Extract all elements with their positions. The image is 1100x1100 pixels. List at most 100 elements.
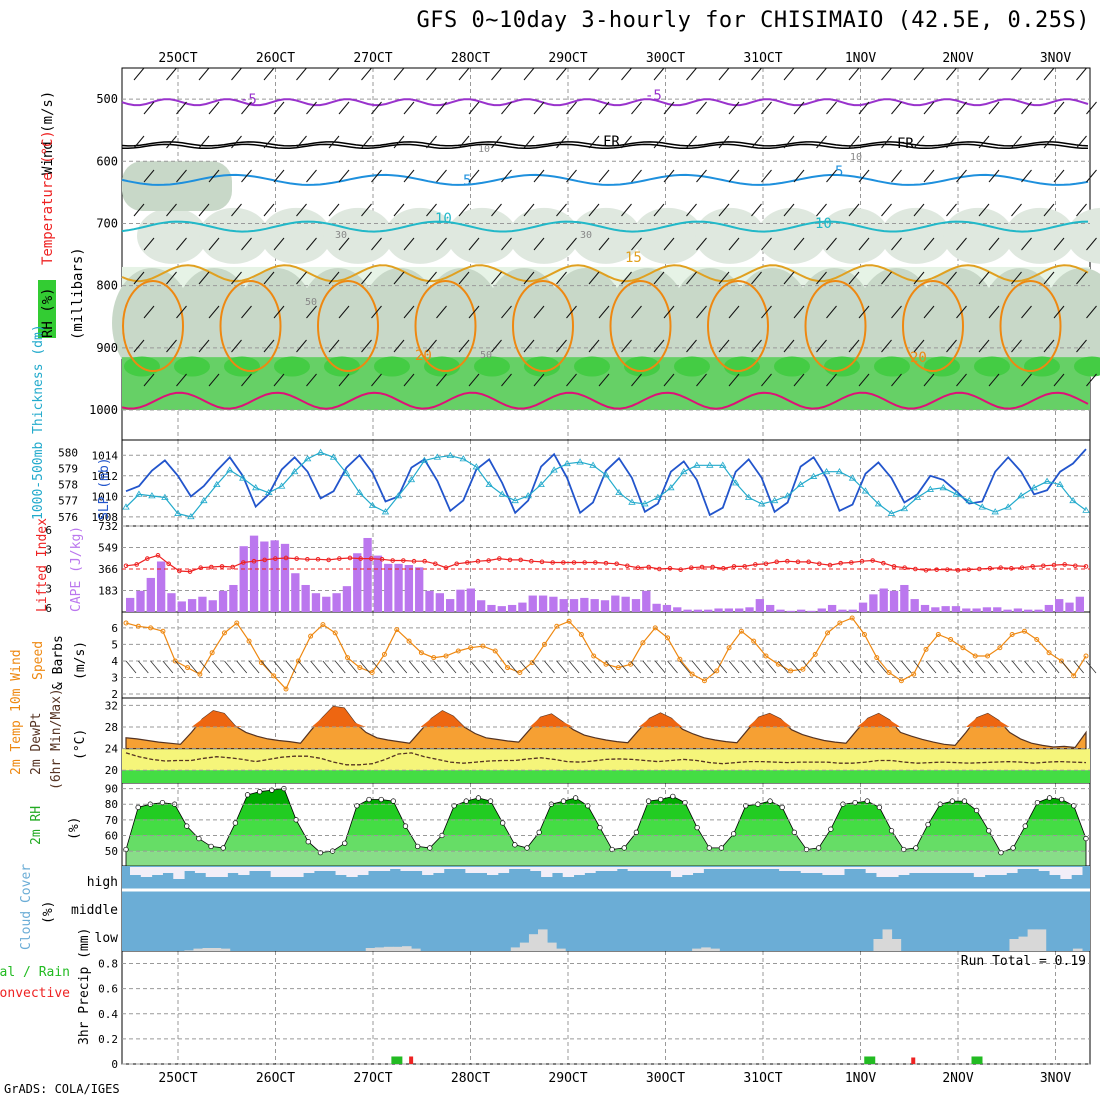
li-marker — [849, 560, 854, 565]
y-tick-precip: 0 — [111, 1058, 118, 1071]
wind-barb — [816, 339, 827, 353]
thickness-marker — [381, 508, 390, 515]
wind-barb — [133, 271, 145, 285]
cloud-high-gap — [465, 867, 477, 873]
wind-barb — [956, 305, 967, 319]
cloud-high-gap — [281, 867, 293, 877]
li-marker — [251, 558, 257, 564]
rh-blob — [624, 356, 660, 377]
wind-barb — [143, 373, 155, 387]
rh-marker — [572, 795, 579, 801]
wind-barb — [458, 203, 470, 217]
cape-bar — [301, 584, 310, 612]
wind-speed-marker — [628, 661, 634, 667]
wind-barb — [761, 373, 772, 387]
x-tick-bottom: 29OCT — [548, 1071, 587, 1086]
rh-marker — [402, 823, 409, 829]
wind-barb-10m — [667, 660, 678, 674]
li-marker — [166, 561, 171, 567]
wind-barb — [923, 101, 935, 115]
wind-barb-10m — [261, 660, 272, 674]
y-tick-wind: 4 — [111, 655, 118, 668]
cape-bar — [384, 563, 393, 612]
wind-barb-10m — [211, 660, 223, 674]
wind-barb — [751, 339, 762, 353]
wind-speed-marker — [775, 661, 781, 667]
wind-speed-marker — [123, 620, 129, 626]
wind-barb — [306, 305, 317, 319]
wind-barb — [946, 135, 957, 149]
x-tick-bottom: 30OCT — [646, 1071, 685, 1086]
wind-barb — [751, 271, 762, 285]
wind-barb — [273, 237, 285, 251]
cloud-high-gap — [800, 867, 813, 873]
rh-blob — [974, 356, 1010, 377]
thickness-marker — [472, 463, 480, 470]
wind-barb — [696, 169, 707, 183]
upper-mb-label: (millibars) — [70, 247, 86, 340]
wind-barb — [566, 101, 577, 115]
li-marker — [945, 567, 950, 572]
thickness-marker — [965, 496, 973, 504]
chart-title: GFS 0~10day 3-hourly for CHISIMAIO (42.5… — [416, 8, 1090, 33]
wind-barb — [761, 169, 772, 183]
li-marker — [699, 564, 705, 570]
wind-barb-10m — [630, 660, 641, 674]
rh-blob — [695, 207, 765, 264]
wind-barb — [631, 169, 642, 183]
wind-barb — [1053, 237, 1065, 251]
wind-barb — [338, 373, 350, 387]
wind-barb — [848, 203, 860, 217]
thickness-marker — [303, 455, 312, 462]
wind-barb-10m — [1011, 660, 1023, 674]
wind-barb — [208, 237, 220, 251]
rh-marker — [718, 845, 725, 851]
rh-blob — [274, 356, 310, 377]
li-line — [125, 554, 1087, 573]
cape-bar — [827, 604, 837, 612]
cloud-high-gap — [649, 867, 661, 871]
rh-blob — [1074, 356, 1100, 377]
wind-barb — [858, 169, 870, 183]
cape-bar — [528, 595, 537, 612]
cloud-low-bar — [402, 946, 412, 951]
isotherm-zero-b — [122, 143, 1088, 150]
wind-barb-10m — [187, 660, 198, 674]
wind-barb-10m — [728, 660, 740, 674]
cloud-high-gap — [789, 867, 802, 871]
contour-label: 20 — [910, 350, 927, 366]
cloud-high-gap — [876, 867, 888, 877]
wind-barb-10m — [691, 660, 703, 674]
isotherm-20-loop — [512, 280, 574, 373]
wind-barb — [718, 135, 730, 149]
thickness-marker — [161, 493, 169, 500]
panel-frame — [121, 950, 1091, 1065]
wind-barb-10m — [839, 660, 851, 674]
y-tick-li: 6 — [45, 524, 52, 537]
cape-bar — [404, 565, 414, 612]
wind-barb — [858, 373, 870, 387]
y-tick-wind: 3 — [111, 671, 118, 684]
li-marker — [923, 568, 929, 573]
wind-barb-10m — [458, 660, 469, 674]
x-tick-bottom: 3NOV — [1040, 1071, 1071, 1086]
wind-barb — [956, 101, 967, 115]
wind-barb-10m — [1048, 660, 1060, 674]
thickness-marker — [887, 509, 896, 516]
thickness-marker — [680, 467, 688, 475]
rh-blob — [174, 356, 210, 377]
cloud-label: Cloud Cover — [19, 864, 34, 950]
thickness-marker — [693, 461, 701, 468]
li-marker — [561, 560, 566, 565]
thickness-marker — [485, 480, 493, 488]
cloud-low-bar — [202, 948, 213, 951]
li-marker — [1041, 563, 1046, 569]
li-marker — [486, 558, 491, 563]
thickness-marker — [200, 496, 208, 504]
rh-blob — [943, 207, 1013, 264]
wind-barb — [533, 373, 545, 387]
cloud-high-gap — [887, 867, 899, 877]
thickness-marker — [770, 496, 779, 504]
thickness-marker — [498, 490, 506, 497]
wind-barb-10m — [125, 660, 137, 674]
